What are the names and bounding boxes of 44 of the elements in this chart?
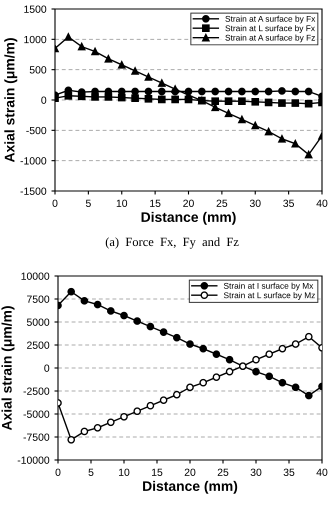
y-tick-label: 1000 bbox=[24, 36, 46, 44]
x-tick-label: 25 bbox=[216, 200, 228, 207]
y-tick-label: 500 bbox=[30, 66, 46, 74]
x-axis-title: Distance (mm) bbox=[142, 212, 236, 225]
text: (a) Force Fx, Fy and Fz bbox=[106, 237, 239, 249]
legend-label: Strain at L surface by Mz bbox=[224, 292, 315, 300]
x-tick-label: 40 bbox=[316, 468, 328, 476]
x-tick-label: 0 bbox=[56, 468, 60, 476]
x-tick-label: 25 bbox=[218, 468, 228, 476]
x-axis-title: Distance (mm) bbox=[143, 480, 238, 494]
y-axis-title: Axial strain (μm/m) bbox=[4, 38, 18, 162]
y-tick-label: -7500 bbox=[23, 434, 50, 441]
y-tick-label: -1500 bbox=[20, 188, 46, 195]
y-tick-label: -5000 bbox=[23, 410, 50, 418]
x-tick-label: 20 bbox=[184, 468, 196, 476]
legend-label: Strain at L surface by Fx bbox=[225, 25, 315, 33]
legend-label: Strain at A surface by Fz bbox=[225, 34, 315, 42]
x-tick-label: 30 bbox=[250, 468, 262, 476]
x-tick-label: 20 bbox=[183, 200, 194, 207]
y-tick-label: 5000 bbox=[26, 318, 50, 326]
y-axis-title: Axial strain (μm/m) bbox=[2, 306, 14, 430]
x-tick-label: 10 bbox=[119, 468, 130, 476]
legend-label: Strain at I surface by Mx bbox=[224, 282, 314, 290]
y-tick-label: 0 bbox=[41, 96, 46, 104]
x-tick-label: 15 bbox=[152, 468, 162, 476]
y-tick-label: 10000 bbox=[22, 272, 50, 280]
x-tick-label: 5 bbox=[86, 200, 91, 207]
y-tick-label: 2500 bbox=[27, 342, 50, 349]
y-tick-label: 0 bbox=[44, 364, 50, 372]
x-tick-label: 30 bbox=[250, 200, 261, 207]
x-tick-label: 15 bbox=[150, 200, 160, 207]
x-tick-label: 0 bbox=[52, 200, 58, 207]
y-tick-label: 7500 bbox=[27, 296, 50, 303]
x-tick-label: 40 bbox=[316, 200, 328, 207]
x-tick-label: 5 bbox=[88, 468, 94, 476]
y-tick-label: -2500 bbox=[23, 388, 50, 395]
x-tick-label: 35 bbox=[284, 468, 294, 476]
x-tick-label: 10 bbox=[116, 200, 128, 207]
legend-label: Strain at A surface by Fx bbox=[225, 16, 316, 24]
x-tick-label: 35 bbox=[283, 200, 294, 207]
y-tick-label: -1000 bbox=[20, 157, 46, 165]
y-tick-label: 1500 bbox=[24, 6, 46, 13]
y-tick-label: -10000 bbox=[18, 456, 50, 464]
y-tick-label: -500 bbox=[26, 126, 46, 134]
